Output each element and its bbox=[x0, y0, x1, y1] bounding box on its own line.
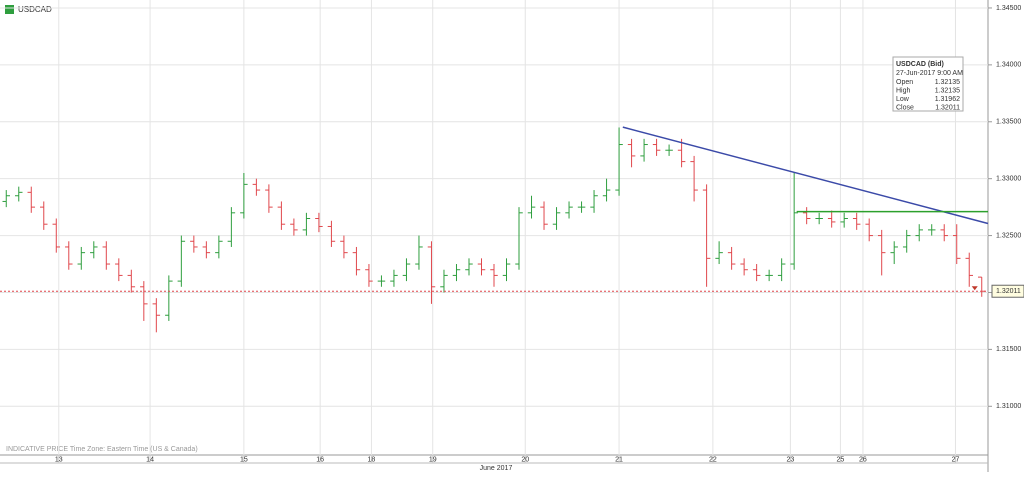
x-tick-label: 15 bbox=[240, 456, 248, 463]
tooltip-value: 1.32135 bbox=[935, 87, 960, 94]
x-tick-label: 22 bbox=[709, 456, 717, 463]
x-tick-label: 18 bbox=[368, 456, 376, 463]
y-tick-label: 1.34000 bbox=[996, 62, 1021, 69]
tooltip-label: High bbox=[896, 87, 911, 94]
y-tick-label: 1.34500 bbox=[996, 5, 1021, 12]
footnote: INDICATIVE PRICE Time Zone: Eastern Time… bbox=[6, 446, 198, 453]
tooltip-value: 1.31962 bbox=[935, 96, 960, 103]
last-price-box bbox=[991, 284, 1024, 298]
y-tick-label: 1.32500 bbox=[996, 232, 1021, 239]
x-tick-label: 25 bbox=[837, 456, 845, 463]
month-label: June 2017 bbox=[480, 465, 513, 472]
x-tick-label: 14 bbox=[146, 456, 154, 463]
x-tick-label: 21 bbox=[615, 456, 623, 463]
tooltip-title: USDCAD (Bid) bbox=[896, 61, 944, 68]
x-tick-label: 26 bbox=[859, 456, 867, 463]
tooltip-time: 27-Jun-2017 9:00 AM bbox=[896, 70, 963, 77]
symbol-icon bbox=[5, 5, 14, 14]
x-tick-label: 13 bbox=[55, 456, 63, 463]
trendline bbox=[622, 126, 989, 225]
chart-title[interactable]: USDCAD bbox=[18, 5, 52, 14]
tooltip-value: 1.32011 bbox=[935, 104, 960, 111]
x-tick-label: 27 bbox=[952, 456, 960, 463]
tooltip-label: Open bbox=[896, 79, 913, 86]
x-tick-label: 23 bbox=[787, 456, 795, 463]
tooltip-value: 1.32135 bbox=[935, 79, 960, 86]
last-price-label: 1.32011 bbox=[996, 288, 1021, 295]
x-tick-label: 19 bbox=[429, 456, 437, 463]
x-tick-label: 16 bbox=[316, 456, 324, 463]
x-tick-label: 20 bbox=[521, 456, 529, 463]
y-tick-label: 1.33500 bbox=[996, 119, 1021, 126]
tooltip-box bbox=[892, 56, 964, 112]
y-tick-label: 1.31500 bbox=[996, 346, 1021, 353]
y-tick-label: 1.33000 bbox=[996, 176, 1021, 183]
tooltip-label: Close bbox=[896, 104, 914, 111]
y-tick-label: 1.31000 bbox=[996, 403, 1021, 410]
tooltip-label: Low bbox=[896, 96, 910, 103]
last-price-marker bbox=[971, 286, 978, 291]
